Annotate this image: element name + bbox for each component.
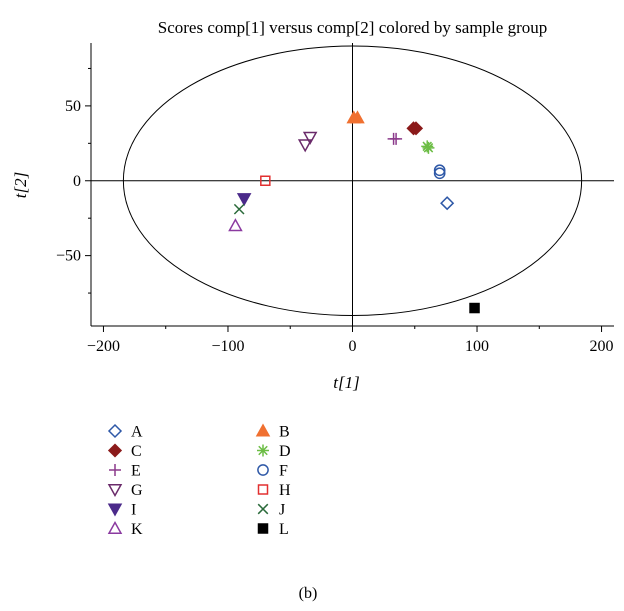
axis-ticks: −200 −100 0 100 200 −50 0 50 (56, 67, 614, 355)
plot-frame (90, 43, 614, 327)
point-f (433, 167, 446, 180)
legend-label-i: I (131, 502, 136, 519)
x-axis-label: t[1] (333, 373, 359, 392)
point-l (469, 302, 480, 314)
y-tick-label: −50 (56, 248, 81, 265)
y-axis-label: t[2] (11, 172, 30, 198)
legend-label-h: H (279, 482, 291, 499)
legend-label-b: B (279, 424, 290, 441)
point-k (228, 218, 243, 232)
legend-marker-c (107, 443, 123, 458)
legend-label-k: K (131, 521, 143, 538)
legend-label-a: A (131, 424, 143, 441)
point-i (236, 193, 252, 207)
x-tick-label: 100 (465, 338, 489, 355)
chart-title: Scores comp[1] versus comp[2] colored by… (158, 18, 547, 37)
legend-marker-l (257, 523, 269, 534)
legend-marker-j (257, 503, 269, 515)
legend-marker-a (107, 423, 123, 439)
point-d (422, 141, 435, 154)
legend-marker-e (109, 464, 121, 476)
legend-label-g: G (131, 482, 143, 499)
figure-caption: (b) (299, 585, 318, 602)
point-e (390, 132, 403, 145)
legend-marker-d (257, 444, 269, 457)
legend-label-c: C (131, 443, 142, 460)
x-tick-label: 200 (590, 338, 614, 355)
legend: A B C D E F G H I J K L (107, 423, 291, 538)
legend-label-l: L (279, 521, 289, 538)
data-points (228, 110, 480, 314)
x-tick-label: −200 (87, 338, 120, 355)
legend-label-f: F (279, 463, 288, 480)
confidence-ellipse (122, 45, 583, 317)
point-h (260, 175, 271, 187)
y-tick-label: 50 (65, 98, 81, 115)
point-a (440, 196, 455, 211)
x-tick-label: −100 (211, 338, 244, 355)
legend-label-e: E (131, 463, 141, 480)
point-f (433, 164, 446, 177)
legend-marker-g (107, 483, 123, 498)
x-tick-label: 0 (349, 338, 357, 355)
y-tick-label: 0 (73, 173, 81, 190)
point-j (233, 203, 245, 215)
legend-marker-i (107, 503, 123, 517)
point-c (408, 121, 424, 136)
point-b (350, 110, 365, 124)
point-g (297, 139, 313, 153)
legend-marker-k (107, 520, 123, 535)
point-g (302, 131, 318, 145)
legend-marker-h (257, 484, 269, 495)
legend-label-j: J (279, 502, 285, 519)
legend-marker-f (257, 464, 269, 476)
legend-label-d: D (279, 443, 291, 460)
legend-marker-b (255, 423, 271, 437)
